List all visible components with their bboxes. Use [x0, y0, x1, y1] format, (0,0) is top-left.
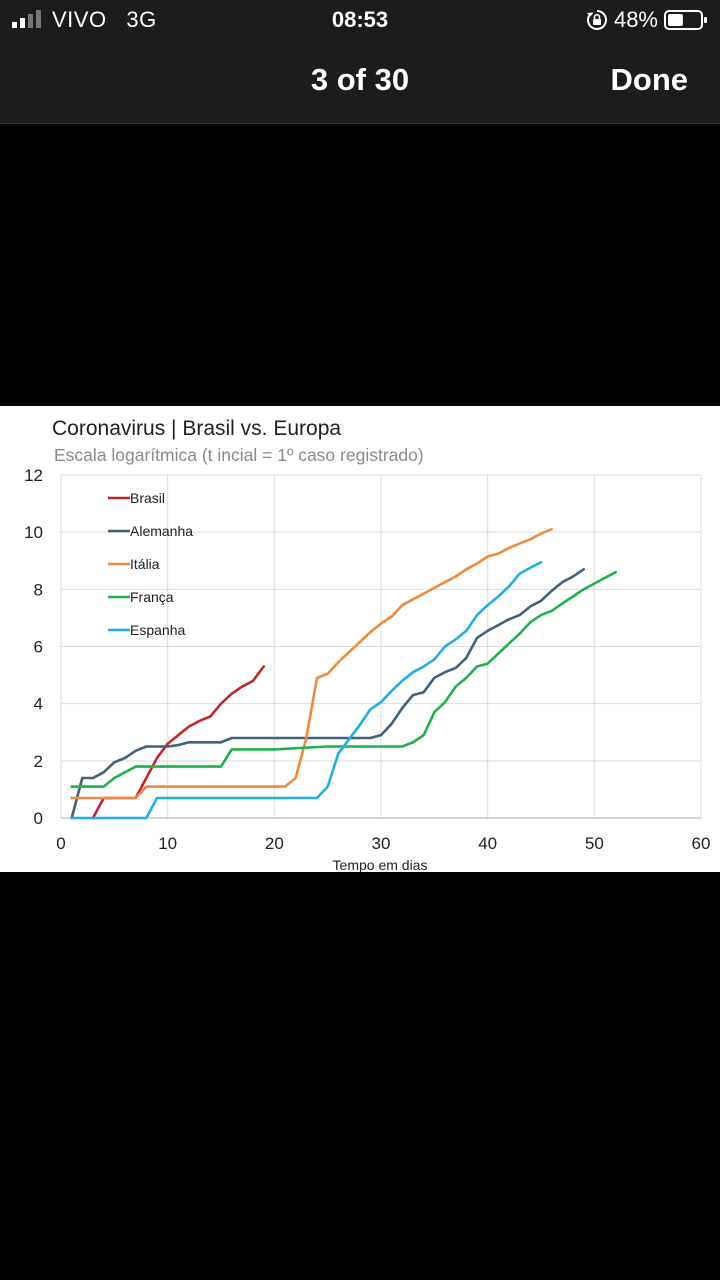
chart-grid [60, 474, 702, 819]
x-axis-label: Tempo em dias [333, 857, 428, 872]
carrier-label: VIVO [52, 7, 107, 32]
signal-strength-icon [12, 10, 41, 28]
x-tick-label: 60 [692, 834, 711, 853]
legend-label: França [130, 589, 174, 605]
x-tick-label: 40 [478, 834, 497, 853]
done-button[interactable]: Done [610, 62, 689, 97]
x-tick-label: 50 [585, 834, 604, 853]
y-tick-label: 2 [34, 752, 43, 771]
x-tick-label: 20 [265, 834, 284, 853]
series-line-itália [70, 528, 554, 800]
legend-label: Espanha [130, 622, 185, 638]
chart-title: Coronavirus | Brasil vs. Europa [52, 417, 341, 440]
series-line-brasil [91, 665, 266, 820]
chart-axes: 0 2 4 6 8 10 12 0 10 20 30 40 50 60 [24, 466, 710, 853]
chart-series [70, 528, 618, 820]
y-tick-label: 6 [34, 638, 43, 657]
x-tick-label: 0 [56, 834, 65, 853]
photo-image: Coronavirus | Brasil vs. Europa Escala l… [0, 406, 720, 872]
series-line-frança [70, 570, 618, 788]
series-line-espanha [70, 560, 543, 820]
y-tick-label: 12 [24, 466, 43, 485]
orientation-lock-icon [586, 10, 607, 30]
carrier-name: VIVO 3G [52, 7, 157, 33]
legend-label: Itália [130, 556, 160, 572]
series-line-alemanha [70, 568, 586, 820]
y-tick-label: 8 [34, 580, 43, 599]
network-type: 3G [126, 7, 157, 32]
y-tick-label: 10 [24, 523, 43, 542]
battery-icon [664, 10, 707, 30]
photo-counter: 3 of 30 [310, 62, 410, 97]
chart-legend: Brasil Alemanha Itália França Espanha [108, 490, 193, 638]
y-tick-label: 4 [34, 695, 43, 714]
chart-subtitle: Escala logarítmica (t incial = 1º caso r… [54, 445, 424, 465]
battery-percent: 48% [613, 7, 658, 32]
status-right: 48% [586, 6, 708, 34]
legend-label: Alemanha [130, 523, 193, 539]
x-tick-label: 30 [372, 834, 391, 853]
x-tick-label: 10 [158, 834, 177, 853]
status-time: 08:53 [331, 7, 389, 32]
legend-label: Brasil [130, 490, 165, 506]
photo-viewer-navbar: 3 of 30 Done [0, 40, 720, 124]
status-bar: VIVO 3G 08:53 48% [0, 0, 720, 40]
y-tick-label: 0 [34, 809, 43, 828]
line-chart: Coronavirus | Brasil vs. Europa Escala l… [24, 417, 710, 872]
